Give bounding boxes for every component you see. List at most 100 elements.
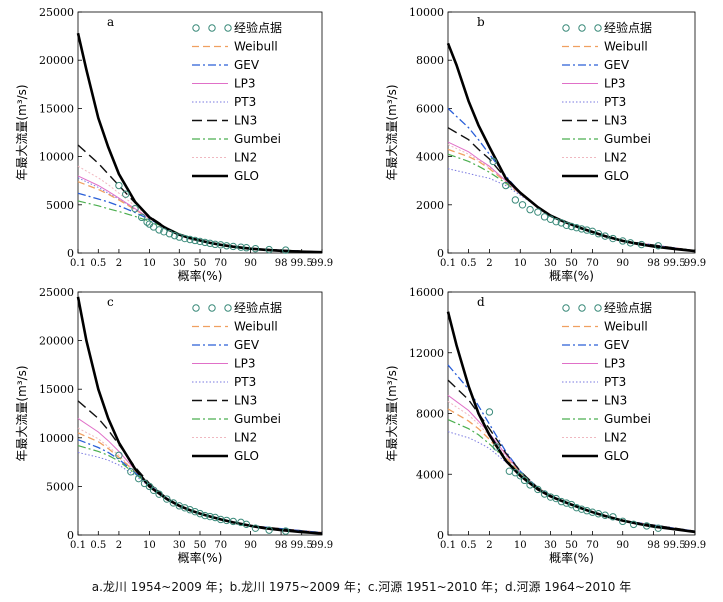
y-tick-label: 2000 [416,199,444,212]
empirical-point [520,476,529,485]
legend-label: Gumbei [604,132,651,146]
x-axis-label: 概率(%) [178,550,223,565]
series-pt3-line [77,451,323,534]
empirical-point [242,520,251,529]
x-tick-label: 10 [143,540,156,551]
empirical-point [229,242,237,251]
legend-label: GEV [234,338,260,352]
empirical-point [170,231,179,240]
plot-frame [77,291,323,536]
y-tick-label: 20000 [39,54,74,67]
x-axis-label: 概率(%) [549,550,594,565]
empirical-point [122,190,130,198]
legend-label: LN3 [604,394,627,408]
legend-marker [224,304,232,312]
x-tick-label: 2 [486,258,492,269]
y-tick-label: 10000 [39,432,74,445]
legend-label: Gumbei [234,132,281,146]
y-axis-label: 年最大流量(m³/s) [385,365,399,461]
x-tick-label: 2 [486,540,492,551]
empirical-point [127,468,135,476]
x-tick-label: 50 [565,258,578,269]
plot-frame [447,11,696,254]
empirical-point [281,527,290,535]
figure-caption: a.龙川 1954~2009 年；b.龙川 1975~2009 年；c.河源 1… [91,580,632,594]
empirical-point [511,196,520,204]
y-tick-label: 10000 [409,6,444,19]
x-tick-label: 99.5 [291,258,313,269]
panel-label: c [107,295,114,309]
empirical-point [601,232,609,240]
series-gumbei-line [77,445,323,534]
series-ln2-line [447,144,696,252]
empirical-point [211,240,219,249]
y-tick-label: 0 [67,247,74,260]
x-tick-label: 0.5 [90,540,106,551]
empirical-point [191,507,199,516]
legend-label: LN2 [604,151,627,165]
legend-label: Weibull [234,320,278,334]
empirical-point [642,522,651,530]
y-tick-label: 25000 [39,6,74,19]
series-lp3-line [447,141,696,252]
x-tick-label: 0.5 [461,540,477,551]
series-glo-line [446,311,696,534]
empirical-point [201,238,209,247]
empirical-point [131,204,139,213]
legend-label: PT3 [604,95,626,109]
y-axis-label: 年最大流量(m³/s) [385,84,399,180]
legend-marker [562,304,570,312]
legend-label: GEV [604,338,630,352]
legend-label: LP3 [604,77,626,91]
legend-label: LN2 [234,431,257,445]
y-axis-label: 年最大流量(m³/s) [15,365,29,461]
empirical-point [619,237,627,245]
legend-label: LN3 [234,114,257,128]
empirical-point [134,474,143,483]
legend-label: GLO [604,449,629,463]
x-tick-label: 0.1 [440,540,456,551]
empirical-point [492,443,501,451]
legend-label: Weibull [234,40,278,54]
empirical-point [489,157,497,166]
y-tick-label: 20000 [39,335,74,348]
legend-label: PT3 [234,375,256,389]
empirical-point [562,499,571,507]
empirical-point [201,511,209,520]
legend-marker [594,24,602,32]
empirical-point [251,244,260,253]
empirical-point [557,497,566,506]
x-tick-label: 98 [647,258,660,269]
series-ln3-line [447,379,696,532]
y-tick-label: 4000 [416,468,444,481]
x-tick-label: 30 [544,258,557,269]
panel-label: d [477,295,485,309]
legend-label: Gumbei [234,412,281,426]
legend-label: LN2 [604,431,627,445]
legend-label: GLO [234,449,259,463]
empirical-point [143,218,151,226]
x-axis-label: 概率(%) [178,268,223,283]
empirical-point [165,230,174,238]
empirical-point [594,230,603,238]
x-tick-label: 90 [244,258,257,269]
series-lp3-line [447,394,696,532]
empirical-point [155,490,163,498]
y-tick-label: 5000 [46,480,74,493]
legend-label: 经验点据 [604,300,652,315]
legend-label: 经验点据 [234,20,282,35]
empirical-point [534,208,542,216]
legend-marker [578,24,586,32]
empirical-point [594,510,603,518]
x-tick-label: 90 [244,540,257,551]
empirical-point [149,486,158,494]
legend-label: 经验点据 [604,20,652,35]
x-tick-label: 10 [514,540,527,551]
legend-label: GLO [604,169,629,183]
empirical-point [196,237,204,246]
legend-label: Weibull [604,320,648,334]
x-tick-label: 99.5 [663,540,685,551]
legend-label: LP3 [234,77,256,91]
series-glo-line [446,42,696,253]
